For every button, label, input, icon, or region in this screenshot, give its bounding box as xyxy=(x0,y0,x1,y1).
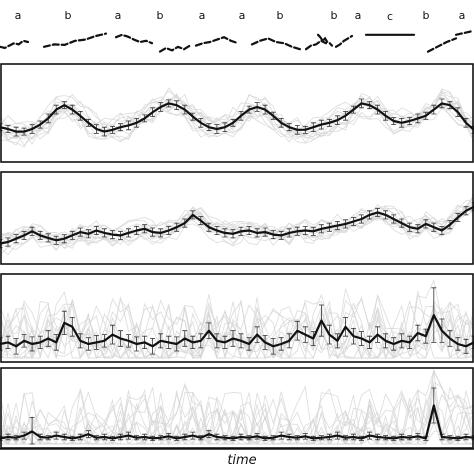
trial-line-6 xyxy=(0,93,474,142)
trial-line-12 xyxy=(0,391,474,446)
series-4-trials xyxy=(0,368,474,446)
series-panel-2 xyxy=(0,171,474,265)
trial-line-12 xyxy=(0,200,474,251)
series-panel-1 xyxy=(0,63,474,163)
reference-segment-12 xyxy=(454,30,474,36)
segment-label-7: b xyxy=(277,9,284,22)
trial-line-14 xyxy=(0,387,474,445)
segment-label-8: b xyxy=(331,9,338,22)
trial-line-10 xyxy=(0,299,474,360)
trial-line-9 xyxy=(0,207,474,256)
series-panel-1-frame xyxy=(0,63,474,163)
reference-segment-8 xyxy=(316,33,334,47)
segment-label-2: b xyxy=(65,9,72,22)
segment-label-9: a xyxy=(355,9,362,22)
reference-segment-9 xyxy=(334,34,354,48)
trial-line-9 xyxy=(0,293,474,360)
segment-label-3: a xyxy=(115,9,122,22)
segment-label-11: b xyxy=(423,9,430,22)
trial-line-13 xyxy=(0,300,474,360)
trial-line-4 xyxy=(0,383,474,446)
trial-line-13 xyxy=(0,388,474,446)
reference-segment-1 xyxy=(0,39,30,50)
segment-label-12: a xyxy=(459,9,466,22)
reference-segment-11 xyxy=(426,37,458,53)
segment-label-1: a xyxy=(15,9,22,22)
reference-segment-7 xyxy=(304,39,328,51)
series-3-mean-line xyxy=(0,314,474,348)
trial-line-8 xyxy=(0,95,474,138)
series-3-trials xyxy=(0,278,474,360)
trial-line-12 xyxy=(0,91,474,141)
segment-label-5: a xyxy=(199,9,206,22)
trial-line-11 xyxy=(0,94,474,146)
trial-line-5 xyxy=(0,201,474,248)
segment-label-6: a xyxy=(239,9,246,22)
reference-segment-3 xyxy=(114,33,154,45)
trial-line-11 xyxy=(0,388,474,446)
reference-segment-5 xyxy=(194,36,240,47)
trial-line-11 xyxy=(0,297,474,360)
reference-segment-6 xyxy=(250,37,302,51)
trial-line-14 xyxy=(0,291,474,360)
series-panel-4 xyxy=(0,367,474,449)
trial-line-10 xyxy=(0,204,474,247)
series-panel-2-frame xyxy=(0,171,474,265)
series-2-mean-line xyxy=(0,205,474,245)
segment-label-4: b xyxy=(157,9,164,22)
series-1-mean-line xyxy=(0,102,474,133)
series-1-trials xyxy=(0,87,474,148)
series-panel-4-frame xyxy=(0,367,474,449)
series-panel-3 xyxy=(0,273,474,363)
series-4-mean-line xyxy=(0,404,474,440)
reference-segment-2 xyxy=(42,32,108,48)
x-axis-label: time xyxy=(227,453,256,468)
reference-segment-4 xyxy=(158,44,192,53)
series-panel-3-frame xyxy=(0,273,474,363)
segment-label-10: c xyxy=(387,10,393,23)
trial-line-2 xyxy=(0,93,474,140)
